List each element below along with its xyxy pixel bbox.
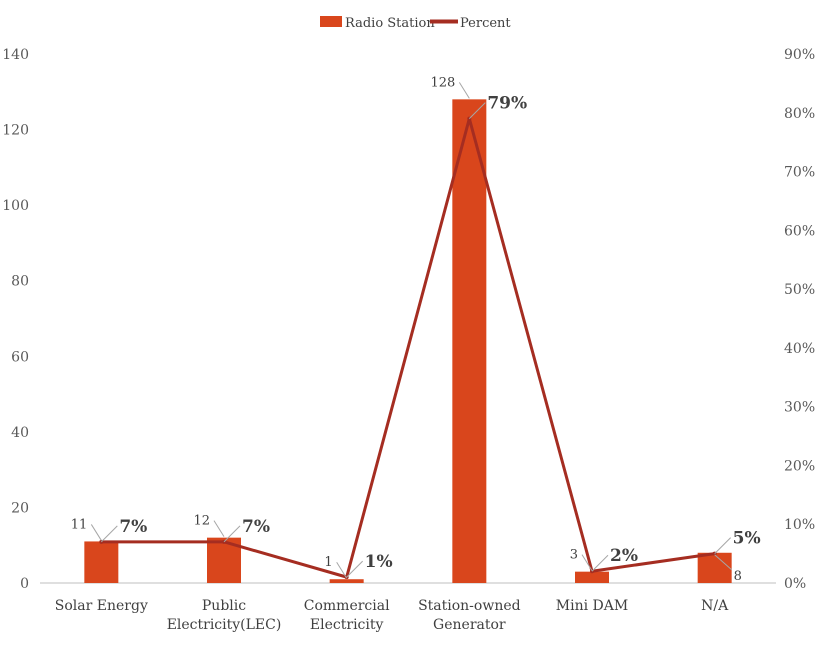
legend-label-radio-station: Radio Station (345, 16, 435, 31)
percent-value-label: 1% (365, 552, 393, 572)
category-label: N/A (701, 598, 729, 614)
bar (84, 541, 119, 583)
percent-label-leader (346, 560, 364, 578)
bar-series (84, 99, 732, 583)
left-tick-label: 80 (11, 274, 29, 290)
bar-value-label: 8 (734, 569, 742, 584)
right-tick-label: 60% (784, 223, 815, 239)
bar-value-label: 128 (431, 75, 456, 90)
percent-label-leader (223, 525, 241, 543)
percent-value-label: 2% (610, 546, 638, 566)
category-label: Public Electricity(LEC) (167, 598, 282, 633)
right-tick-label: 80% (784, 106, 815, 122)
right-tick-label: 50% (784, 282, 815, 298)
bar-value-label: 3 (570, 548, 578, 563)
bar-label-leader (458, 82, 470, 99)
bar-value-label: 11 (71, 517, 88, 532)
bar-label-leader (714, 554, 732, 571)
right-tick-label: 30% (784, 400, 815, 416)
right-tick-label: 20% (784, 458, 815, 474)
legend: Radio Station Percent (320, 16, 511, 31)
left-tick-label: 20 (11, 500, 29, 516)
bar (329, 579, 364, 583)
bar-value-label: 12 (193, 514, 210, 529)
bar-label-leader (213, 520, 225, 537)
percent-value-label: 79% (487, 94, 527, 114)
percent-line (101, 117, 715, 579)
left-axis: 0 20 40 60 80 100 120 140 (2, 47, 29, 592)
bar (452, 99, 487, 583)
percent-value-label: 7% (242, 517, 270, 537)
percent-label-leader (468, 102, 486, 120)
percent-label-leader (591, 554, 609, 572)
left-tick-label: 60 (11, 349, 29, 365)
left-tick-label: 100 (2, 198, 29, 214)
left-tick-label: 140 (2, 47, 29, 63)
bar-label-leader (581, 554, 593, 571)
right-tick-label: 0% (784, 576, 806, 592)
left-tick-label: 0 (20, 576, 29, 592)
left-tick-label: 120 (2, 123, 29, 139)
data-labels: 11 12 1 128 3 8 7% 7% 1% 79% 2% 5% (71, 75, 761, 583)
right-axis: 0% 10% 20% 30% 40% 50% 60% 70% 80% 90% (784, 47, 815, 592)
category-label: Commercial Electricity (304, 598, 390, 633)
percent-label-leader (714, 537, 732, 554)
right-tick-label: 40% (784, 341, 815, 357)
percent-label-leader (100, 525, 118, 543)
category-label: Mini DAM (556, 598, 628, 614)
percent-value-label: 7% (119, 517, 147, 537)
line-series (99, 116, 717, 580)
bar-label-leader (90, 524, 102, 541)
category-label: Solar Energy (55, 598, 148, 614)
right-tick-label: 70% (784, 165, 815, 181)
percent-value-label: 5% (733, 529, 761, 549)
bar-value-label: 1 (324, 555, 332, 570)
legend-label-percent: Percent (460, 16, 511, 31)
category-label: Station-owned Generator (418, 598, 521, 633)
bar-label-leader (336, 561, 348, 579)
bar (575, 571, 609, 583)
right-tick-label: 10% (784, 517, 815, 533)
category-axis: Solar Energy Public Electricity(LEC) Commer… (55, 598, 729, 633)
bar (697, 552, 732, 583)
right-tick-label: 90% (784, 47, 815, 63)
legend-swatch-radio-station (320, 16, 342, 27)
left-tick-label: 40 (11, 425, 29, 441)
